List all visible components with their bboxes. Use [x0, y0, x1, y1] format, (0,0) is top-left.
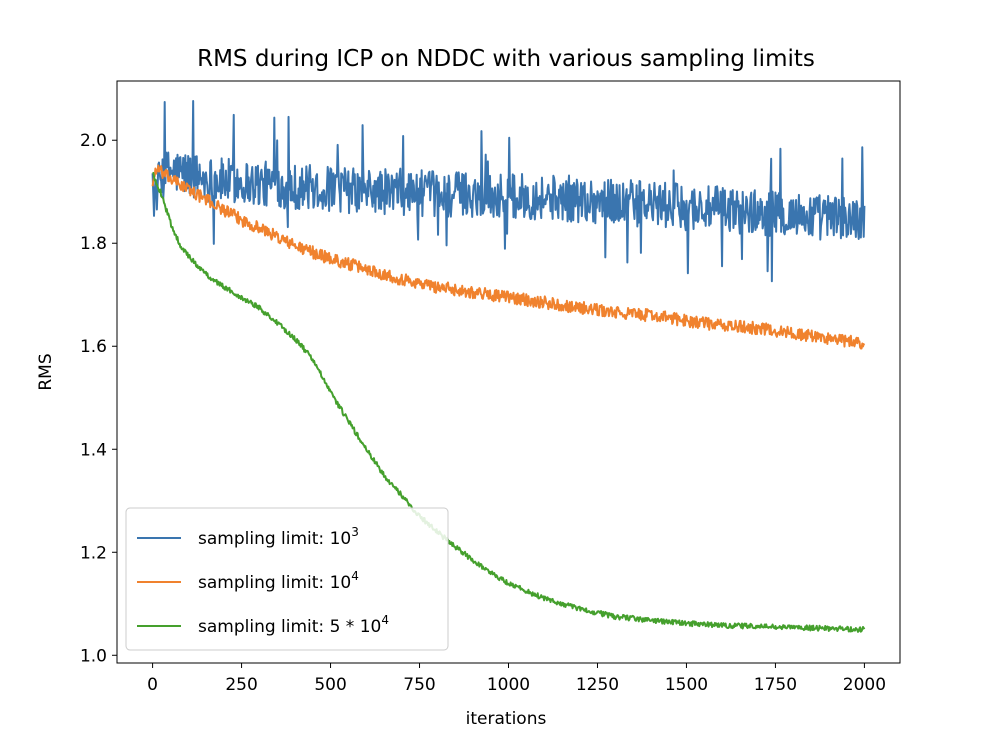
x-tick-label: 0: [147, 675, 158, 695]
legend-label: sampling limit: 5 * 104: [198, 613, 389, 637]
series-limit-1e4: [151, 164, 866, 350]
series-limit-1e3: [151, 99, 866, 283]
x-tick-label: 2000: [843, 675, 886, 695]
y-tick-label: 2.0: [80, 131, 107, 151]
x-tick-label: 1500: [665, 675, 708, 695]
legend-label: sampling limit: 103: [198, 525, 359, 549]
x-tick-label: 750: [403, 675, 435, 695]
y-tick-label: 1.2: [80, 543, 107, 563]
y-tick-label: 1.4: [80, 440, 107, 460]
chart-title: RMS during ICP on NDDC with various samp…: [197, 46, 815, 72]
y-tick-label: 1.0: [80, 646, 107, 666]
legend-label: sampling limit: 104: [198, 569, 359, 593]
x-tick-label: 250: [225, 675, 257, 695]
x-axis: 0 250 500 750 1000 1250 1500 1750 2000: [147, 663, 886, 695]
legend-box: [125, 507, 449, 651]
series-layer: [151, 99, 866, 633]
x-axis-label: iterations: [466, 709, 547, 729]
y-axis-label: RMS: [36, 353, 56, 390]
x-tick-label: 1000: [487, 675, 530, 695]
series-limit-5e4: [152, 171, 866, 633]
y-axis: 1.0 1.2 1.4 1.6 1.8 2.0: [80, 131, 117, 666]
legend: sampling limit: 103 sampling limit: 104 sa…: [125, 507, 449, 651]
x-tick-label: 1250: [576, 675, 619, 695]
y-tick-label: 1.8: [80, 234, 107, 254]
x-tick-label: 1750: [754, 675, 797, 695]
y-tick-label: 1.6: [80, 337, 107, 357]
x-tick-label: 500: [314, 675, 346, 695]
